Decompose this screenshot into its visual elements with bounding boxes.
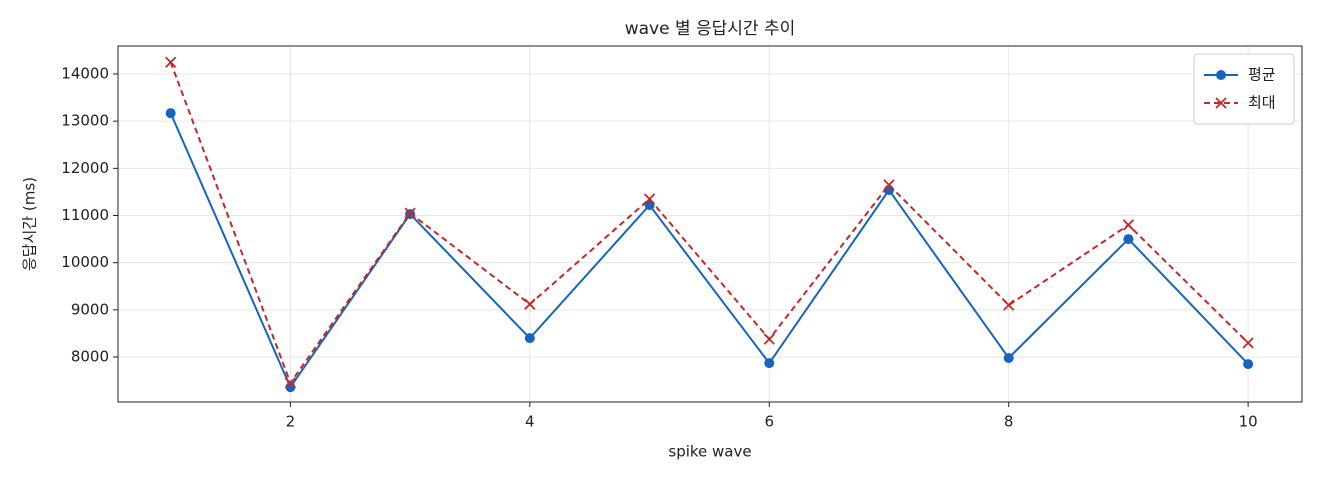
y-tick-label: 11000 bbox=[61, 206, 109, 224]
marker bbox=[1123, 234, 1134, 245]
y-tick-label: 8000 bbox=[71, 348, 109, 366]
plot-frame bbox=[117, 45, 1303, 403]
marker bbox=[1003, 299, 1015, 311]
marker bbox=[763, 333, 775, 345]
marker bbox=[1003, 352, 1014, 363]
marker bbox=[1242, 337, 1254, 349]
legend-box bbox=[1193, 53, 1295, 125]
legend-marker bbox=[1215, 97, 1227, 109]
legend-label: 평균 bbox=[1248, 66, 1276, 84]
x-tick-label: 10 bbox=[1239, 413, 1258, 431]
series-line bbox=[169, 112, 1249, 390]
x-tick-label: 8 bbox=[1004, 413, 1014, 431]
marker bbox=[165, 108, 176, 119]
legend-marker bbox=[1216, 70, 1226, 80]
marker bbox=[524, 333, 535, 344]
y-tick-label: 14000 bbox=[61, 65, 109, 83]
marker bbox=[524, 298, 536, 310]
marker bbox=[404, 207, 416, 219]
chart-title: wave 별 응답시간 추이 bbox=[625, 19, 796, 39]
marker bbox=[284, 377, 297, 389]
marker bbox=[764, 358, 775, 369]
x-tick-label: 2 bbox=[286, 413, 296, 431]
marker bbox=[643, 193, 656, 205]
y-tick-label: 12000 bbox=[61, 159, 109, 177]
marker bbox=[1243, 359, 1254, 370]
y-tick-label: 9000 bbox=[71, 300, 109, 318]
marker bbox=[883, 179, 895, 191]
marker bbox=[165, 56, 177, 68]
x-tick-label: 4 bbox=[525, 413, 535, 431]
legend-label: 최대 bbox=[1248, 94, 1276, 112]
x-tick-label: 6 bbox=[764, 413, 774, 431]
y-tick-label: 10000 bbox=[61, 253, 109, 271]
y-tick-label: 13000 bbox=[61, 112, 109, 130]
series-line bbox=[169, 61, 1249, 386]
x-axis-label: spike wave bbox=[668, 443, 751, 461]
marker bbox=[1122, 219, 1135, 231]
y-axis-label: 응답시간 (ms) bbox=[21, 177, 39, 271]
